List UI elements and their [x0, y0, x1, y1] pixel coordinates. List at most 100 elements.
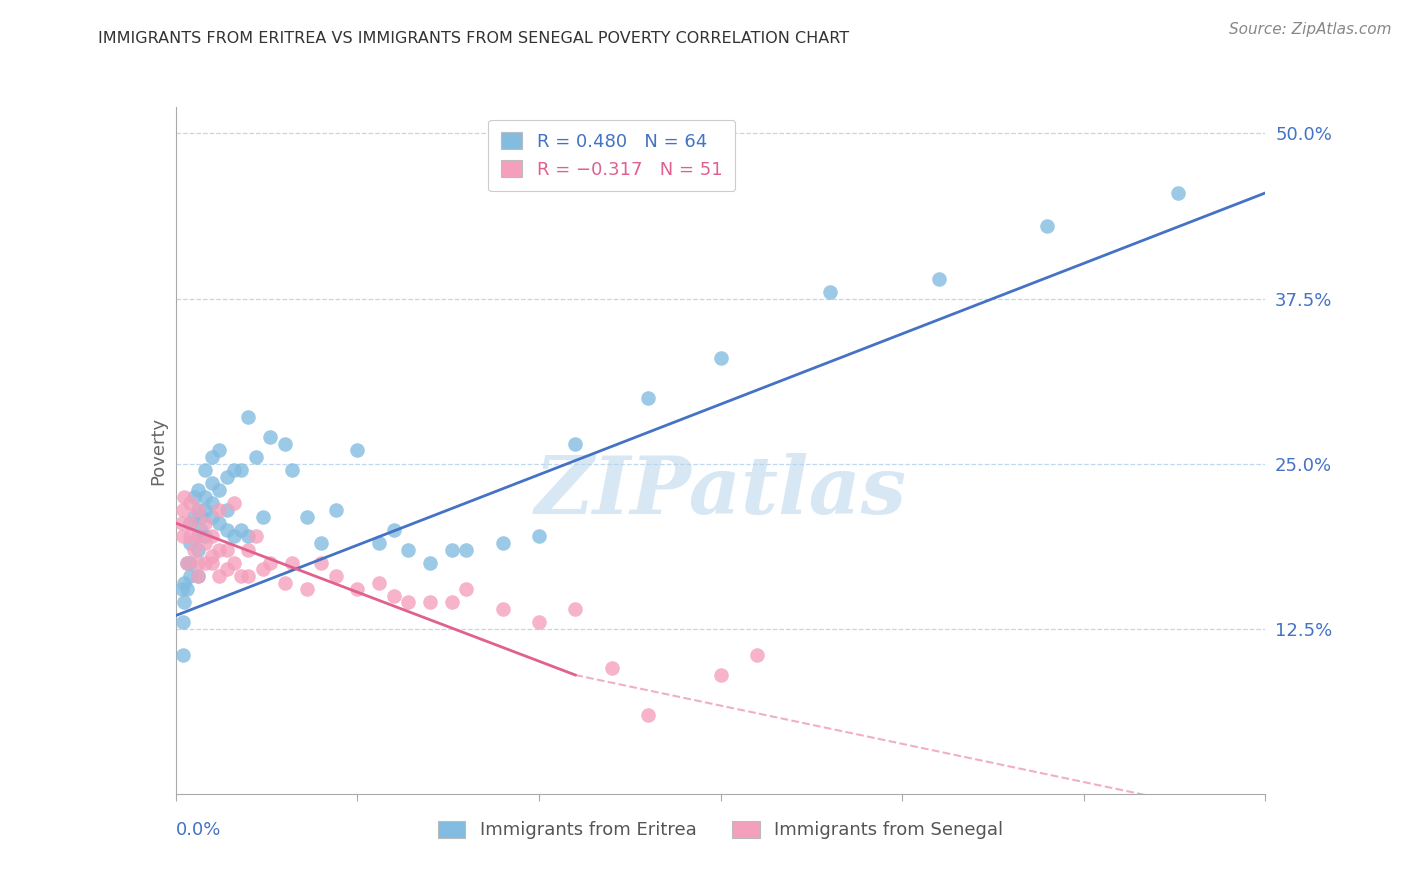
Point	[564, 437, 586, 451]
Point	[440, 542, 463, 557]
Point	[215, 523, 238, 537]
Point	[637, 707, 659, 722]
Point	[231, 569, 253, 583]
Point	[252, 562, 274, 576]
Point	[325, 503, 347, 517]
Point	[238, 410, 260, 425]
Point	[419, 595, 441, 609]
Point	[201, 549, 224, 563]
Point	[208, 569, 231, 583]
Point	[194, 490, 217, 504]
Point	[170, 582, 193, 596]
Point	[710, 668, 733, 682]
Point	[295, 509, 318, 524]
Point	[190, 523, 212, 537]
Point	[179, 556, 201, 570]
Point	[245, 529, 267, 543]
Point	[396, 595, 419, 609]
Point	[173, 490, 195, 504]
Point	[179, 516, 201, 530]
Point	[179, 516, 201, 530]
Text: IMMIGRANTS FROM ERITREA VS IMMIGRANTS FROM SENEGAL POVERTY CORRELATION CHART: IMMIGRANTS FROM ERITREA VS IMMIGRANTS FR…	[98, 31, 849, 46]
Point	[208, 516, 231, 530]
Point	[238, 569, 260, 583]
Point	[1036, 219, 1059, 233]
Point	[215, 503, 238, 517]
Point	[172, 529, 194, 543]
Point	[194, 529, 217, 543]
Point	[818, 285, 841, 299]
Point	[215, 562, 238, 576]
Point	[346, 582, 368, 596]
Point	[186, 542, 209, 557]
Point	[456, 542, 478, 557]
Point	[419, 556, 441, 570]
Point	[194, 536, 217, 550]
Point	[186, 569, 209, 583]
Point	[325, 569, 347, 583]
Text: ZIPatlas: ZIPatlas	[534, 453, 907, 531]
Point	[179, 496, 201, 510]
Point	[201, 450, 224, 464]
Point	[190, 509, 212, 524]
Point	[564, 602, 586, 616]
Text: 0.0%: 0.0%	[176, 822, 221, 839]
Point	[186, 569, 209, 583]
Point	[176, 556, 198, 570]
Y-axis label: Poverty: Poverty	[149, 417, 167, 484]
Point	[186, 483, 209, 497]
Point	[183, 490, 205, 504]
Point	[183, 509, 205, 524]
Point	[208, 443, 231, 458]
Point	[222, 529, 245, 543]
Point	[176, 556, 198, 570]
Point	[173, 595, 195, 609]
Point	[238, 542, 260, 557]
Point	[281, 463, 304, 477]
Point	[215, 470, 238, 484]
Point	[368, 575, 391, 590]
Point	[274, 437, 297, 451]
Point	[238, 529, 260, 543]
Point	[176, 582, 198, 596]
Point	[710, 351, 733, 365]
Point	[173, 575, 195, 590]
Point	[382, 589, 405, 603]
Point	[194, 516, 217, 530]
Point	[527, 615, 550, 630]
Point	[186, 529, 209, 543]
Point	[208, 483, 231, 497]
Point	[527, 529, 550, 543]
Point	[600, 661, 623, 675]
Point	[208, 542, 231, 557]
Point	[492, 602, 515, 616]
Legend: Immigrants from Eritrea, Immigrants from Senegal: Immigrants from Eritrea, Immigrants from…	[430, 814, 1011, 847]
Point	[928, 271, 950, 285]
Point	[179, 529, 201, 543]
Point	[222, 556, 245, 570]
Point	[172, 648, 194, 663]
Point	[309, 556, 332, 570]
Point	[274, 575, 297, 590]
Point	[259, 430, 281, 444]
Point	[186, 503, 209, 517]
Point	[346, 443, 368, 458]
Point	[259, 556, 281, 570]
Point	[194, 463, 217, 477]
Point	[201, 556, 224, 570]
Point	[231, 523, 253, 537]
Text: Source: ZipAtlas.com: Source: ZipAtlas.com	[1229, 22, 1392, 37]
Point	[194, 503, 217, 517]
Point	[222, 463, 245, 477]
Point	[208, 503, 231, 517]
Point	[252, 509, 274, 524]
Point	[186, 503, 209, 517]
Point	[456, 582, 478, 596]
Point	[179, 536, 201, 550]
Point	[201, 476, 224, 491]
Point	[295, 582, 318, 596]
Point	[245, 450, 267, 464]
Point	[396, 542, 419, 557]
Point	[201, 496, 224, 510]
Point	[194, 556, 217, 570]
